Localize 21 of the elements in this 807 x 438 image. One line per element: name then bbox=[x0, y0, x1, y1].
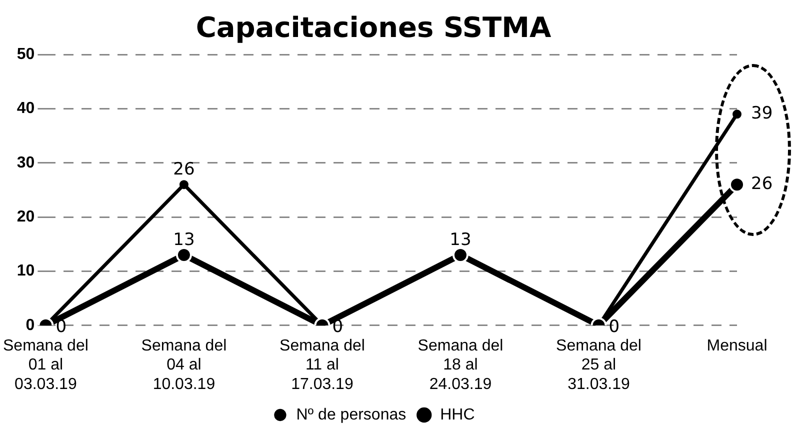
y-tick-label: 40 bbox=[16, 100, 35, 118]
y-tick-label: 0 bbox=[26, 316, 35, 334]
y-tick-label: 30 bbox=[16, 154, 35, 172]
x-tick-label: Semana del 18 al 24.03.19 bbox=[418, 337, 504, 393]
data-label: 13 bbox=[173, 230, 195, 250]
data-label: 26 bbox=[751, 174, 773, 194]
y-tick-label: 50 bbox=[16, 46, 35, 64]
y-tick-label: 20 bbox=[16, 208, 35, 226]
data-label: 13 bbox=[450, 230, 472, 250]
x-tick-label: Semana del 25 al 31.03.19 bbox=[556, 337, 642, 393]
x-tick-label: Semana del 04 al 10.03.19 bbox=[141, 337, 227, 393]
data-label: 26 bbox=[173, 160, 195, 180]
x-tick-label: Semana del 11 al 17.03.19 bbox=[280, 337, 365, 393]
y-tick-label: 10 bbox=[16, 262, 35, 280]
x-tick-label: Mensual bbox=[706, 337, 768, 354]
data-label: 0 bbox=[608, 316, 620, 337]
x-tick-label: Semana del 01 al 03.03.19 bbox=[3, 337, 88, 393]
chart-title: Capacitaciones SSTMA bbox=[196, 11, 552, 44]
legend-label: HHC bbox=[440, 406, 475, 424]
legend-label: Nº de personas bbox=[296, 406, 406, 424]
data-label: 39 bbox=[751, 104, 773, 124]
